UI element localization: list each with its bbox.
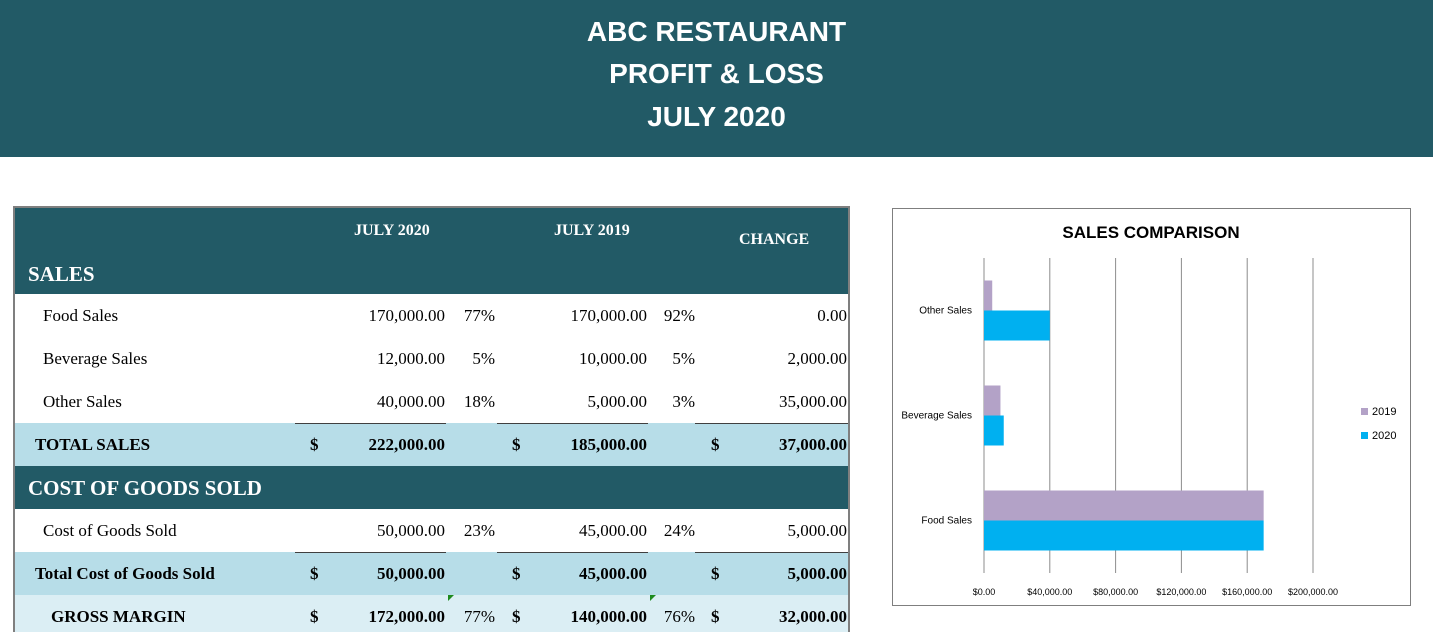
currency-symbol: $ [711, 435, 720, 454]
pct-2020: 77% [463, 306, 495, 325]
table-header: JULY 2020 JULY 2019 CHANGE SALES [15, 208, 848, 294]
value-change: 5,000.00 [787, 564, 848, 583]
value-2019: 10,000.00 [579, 349, 647, 368]
currency-symbol: $ [310, 435, 319, 454]
chart-title: SALES COMPARISON [1062, 223, 1239, 242]
x-tick-label: $0.00 [973, 587, 996, 597]
pct-2019: 5% [672, 349, 695, 368]
currency-symbol: $ [310, 607, 319, 626]
row-label: GROSS MARGIN [51, 607, 186, 626]
value-change: 5,000.00 [787, 521, 848, 540]
pct-2020: 18% [463, 392, 495, 411]
report-title: PROFIT & LOSS [609, 58, 824, 89]
value-2019: 5,000.00 [587, 392, 648, 411]
total-underline [295, 423, 446, 424]
table-row: Beverage Sales 12,000.00 5% 10,000.00 5%… [15, 337, 848, 380]
row-label: Other Sales [43, 392, 122, 411]
pct-2019: 3% [672, 392, 695, 411]
value-2020: 50,000.00 [377, 564, 445, 583]
value-change: 2,000.00 [787, 349, 848, 368]
row-label: TOTAL SALES [35, 435, 151, 454]
x-tick-label: $200,000.00 [1288, 587, 1338, 597]
y-category-label: Beverage Sales [901, 411, 972, 422]
currency-symbol: $ [512, 607, 521, 626]
table-row: Cost of Goods Sold 50,000.00 23% 45,000.… [15, 509, 848, 552]
row-label: Beverage Sales [43, 349, 148, 368]
chart-legend[interactable]: 2019 2020 [1361, 406, 1396, 442]
value-2020: 170,000.00 [368, 306, 446, 325]
sales-comparison-chart[interactable]: SALES COMPARISON $0.00 $40,000.00 $80,000.… [892, 208, 1411, 606]
table-row: Food Sales 170,000.00 77% 170,000.00 92%… [15, 294, 848, 337]
row-label: Cost of Goods Sold [43, 521, 177, 540]
cell-comment-marker [448, 595, 454, 601]
x-tick-label: $120,000.00 [1156, 587, 1206, 597]
pct-2020: 77% [463, 607, 495, 626]
report-period: JULY 2020 [647, 101, 786, 132]
y-category-label: Other Sales [919, 306, 972, 317]
value-2020: 40,000.00 [377, 392, 445, 411]
bar-2020-beverage-sales [984, 415, 1004, 446]
chart-canvas: SALES COMPARISON $0.00 $40,000.00 $80,000.… [901, 223, 1396, 598]
value-2020: 12,000.00 [377, 349, 445, 368]
pct-2020: 5% [472, 349, 495, 368]
value-change: 32,000.00 [779, 607, 847, 626]
cogs-section-title: COST OF GOODS SOLD [28, 476, 262, 500]
pct-2019: 24% [663, 521, 695, 540]
currency-symbol: $ [512, 564, 521, 583]
x-tick-label: $160,000.00 [1222, 587, 1272, 597]
legend-swatch [1361, 432, 1368, 439]
value-2020: 172,000.00 [368, 607, 446, 626]
currency-symbol: $ [310, 564, 319, 583]
value-2020: 222,000.00 [368, 435, 446, 454]
col-header-july-2019: JULY 2019 [554, 222, 630, 239]
report-header: ABC RESTAURANT PROFIT & LOSS JULY 2020 [0, 0, 1433, 157]
profit-loss-table: JULY 2020 JULY 2019 CHANGE SALES Food Sa… [13, 206, 850, 632]
bar-2020-food-sales [984, 520, 1264, 551]
cell-comment-marker [650, 595, 656, 601]
total-underline [695, 423, 848, 424]
bar-2019-food-sales [984, 490, 1264, 521]
value-change: 37,000.00 [779, 435, 847, 454]
pct-2020: 23% [463, 521, 495, 540]
value-2019: 45,000.00 [579, 521, 647, 540]
bar-2020-other-sales [984, 310, 1050, 341]
pct-2019: 76% [663, 607, 695, 626]
bar-2019-beverage-sales [984, 385, 1001, 416]
chart-bars [984, 280, 1264, 551]
currency-symbol: $ [711, 607, 720, 626]
value-change: 35,000.00 [779, 392, 847, 411]
currency-symbol: $ [512, 435, 521, 454]
pct-2019: 92% [663, 306, 695, 325]
table-row: Other Sales 40,000.00 18% 5,000.00 3% 35… [15, 380, 848, 423]
total-underline [497, 423, 648, 424]
col-header-july-2020: JULY 2020 [354, 222, 430, 239]
value-2019: 45,000.00 [579, 564, 647, 583]
row-label: Food Sales [43, 306, 119, 325]
total-sales-row: TOTAL SALES $ 222,000.00 $ 185,000.00 $ … [15, 423, 848, 466]
total-cogs-row: Total Cost of Goods Sold $ 50,000.00 $ 4… [15, 552, 848, 595]
chart-labels: $0.00 $40,000.00 $80,000.00 $120,000.00 $160… [901, 306, 1338, 598]
legend-label: 2020 [1372, 430, 1396, 442]
legend-label: 2019 [1372, 406, 1396, 418]
cogs-section: COST OF GOODS SOLD [15, 466, 848, 509]
value-change: 0.00 [817, 306, 847, 325]
total-underline [695, 552, 848, 553]
company-name: ABC RESTAURANT [586, 16, 847, 47]
bar-2019-other-sales [984, 280, 993, 311]
total-underline [295, 552, 446, 553]
row-label: Total Cost of Goods Sold [35, 564, 215, 583]
sales-section-title: SALES [28, 262, 95, 286]
currency-symbol: $ [711, 564, 720, 583]
value-2020: 50,000.00 [377, 521, 445, 540]
value-2019: 170,000.00 [570, 306, 648, 325]
total-underline [497, 552, 648, 553]
gross-margin-row: GROSS MARGIN $ 172,000.00 77% $ 140,000.… [15, 595, 848, 632]
value-2019: 140,000.00 [570, 607, 648, 626]
col-header-change: CHANGE [739, 231, 810, 248]
value-2019: 185,000.00 [570, 435, 648, 454]
x-tick-label: $40,000.00 [1027, 587, 1072, 597]
legend-swatch [1361, 408, 1368, 415]
x-tick-label: $80,000.00 [1093, 587, 1138, 597]
y-category-label: Food Sales [921, 516, 972, 527]
